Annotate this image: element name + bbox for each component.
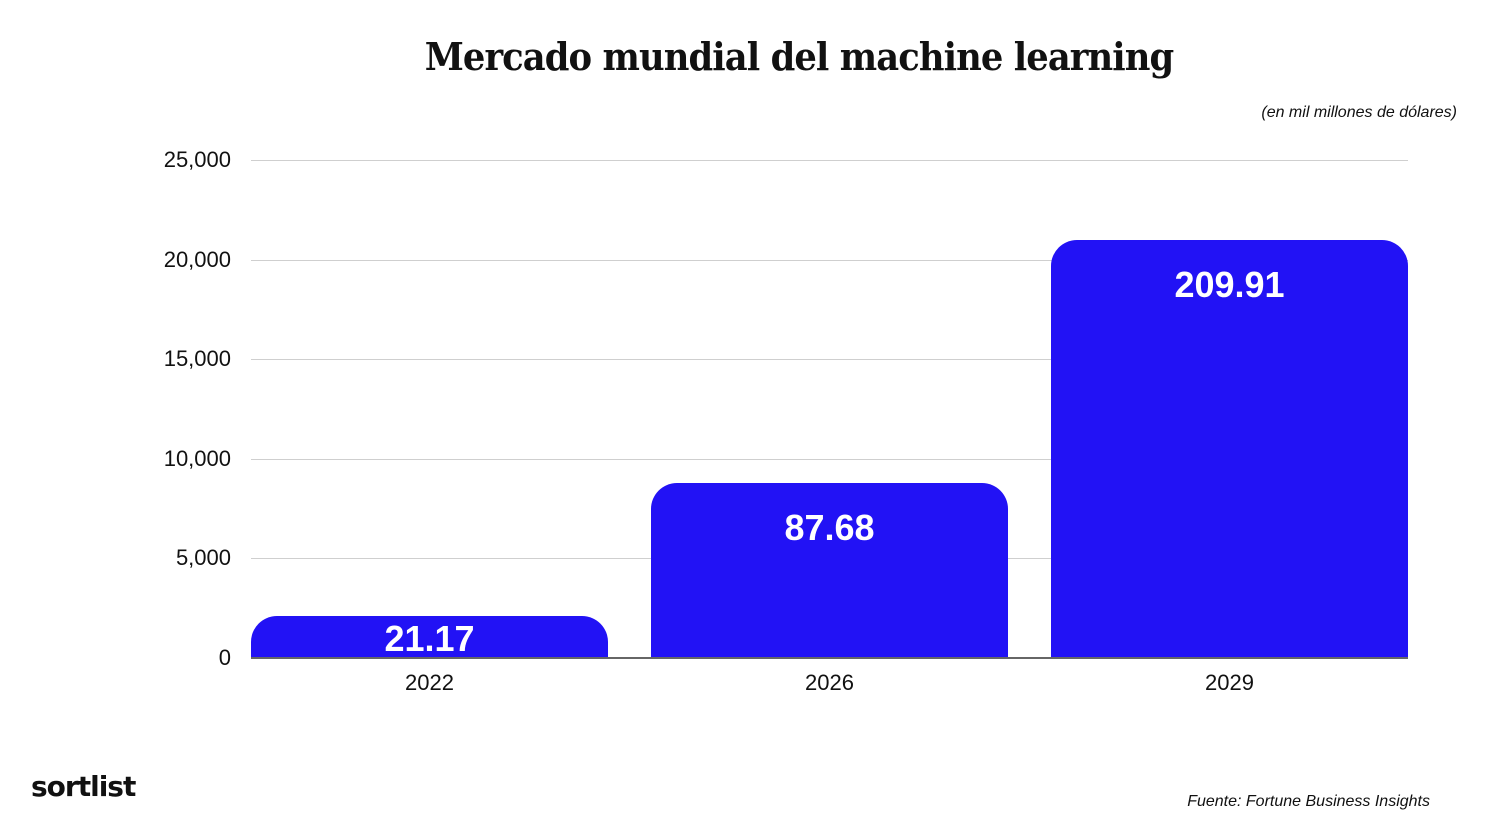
x-tick-label: 2029 [1205,670,1254,695]
x-tick-label: 2022 [405,670,454,695]
gridline [251,259,1408,261]
bar-value-label: 87.68 [784,507,875,549]
y-tick-label: 25,000 [163,147,231,172]
x-tick-label: 2026 [805,670,854,695]
bar-value-label: 209.91 [1174,263,1285,305]
y-tick-label: 15,000 [163,346,231,372]
bar-2026: 87.68 [651,483,1008,658]
source-note: Fuente: Fortune Business Insights [1187,793,1430,810]
plot-area: 21.17 87.68 209.91 [251,160,1408,659]
y-tick-label: 5,000 [175,545,231,571]
bar-2029: 209.91 [1051,239,1408,658]
bar-2022: 21.17 [251,615,608,659]
gridline [251,458,1408,460]
chart-title: Mercado mundial del machine learning [424,34,1175,79]
y-tick-label: 20,000 [163,246,231,272]
x-axis-line [251,657,1408,659]
y-tick-label: 0 [218,645,231,670]
gridline [251,359,1408,361]
sortlist-logo: sortlist [31,770,136,803]
unit-note: (en mil millones de dólares) [1261,104,1457,121]
y-tick-label: 10,000 [163,445,231,471]
gridline [251,160,1408,161]
bar-value-label: 21.17 [384,617,475,659]
